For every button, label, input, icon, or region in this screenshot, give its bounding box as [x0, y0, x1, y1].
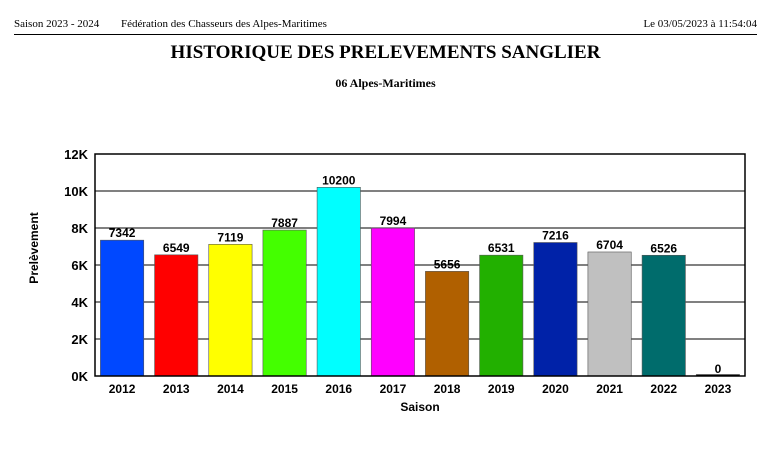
value-label-2015: 7887 — [271, 216, 298, 230]
y-tick-labels: 0K 2K 4K 6K 8K 10K 12K — [64, 147, 88, 384]
bar-2021 — [587, 251, 632, 377]
y-tick-label: 8K — [71, 221, 88, 236]
x-tick-label: 2012 — [109, 382, 136, 396]
chart-title: HISTORIQUE DES PRELEVEMENTS SANGLIER — [170, 42, 601, 63]
x-tick-label: 2015 — [271, 382, 298, 396]
x-tick-label: 2018 — [434, 382, 461, 396]
x-tick-label: 2023 — [705, 382, 732, 396]
x-tick-labels: 2012 2013 2014 2015 2016 2017 2018 2019 2020 2021… — [109, 382, 732, 396]
bar-2015 — [262, 229, 307, 377]
value-label-2014: 7119 — [217, 230, 243, 244]
value-label-2016: 10200 — [322, 173, 356, 187]
x-tick-label: 2019 — [488, 382, 515, 396]
value-label-2012: 7342 — [109, 226, 136, 240]
bar-2022 — [641, 254, 686, 377]
value-label-2020: 7216 — [542, 229, 569, 243]
x-tick-label: 2020 — [542, 382, 569, 396]
y-tick-label: 0K — [71, 369, 88, 384]
x-tick-label: 2016 — [325, 382, 352, 396]
bar-2019 — [479, 254, 524, 377]
bar-2018 — [425, 271, 470, 377]
y-tick-label: 10K — [64, 184, 88, 199]
bar-2016 — [316, 187, 361, 377]
bar-2012 — [100, 239, 145, 377]
value-label-2019: 6531 — [488, 241, 515, 255]
value-label-2018: 5656 — [434, 257, 461, 271]
bar-2020 — [533, 242, 578, 377]
organization-label: Fédération des Chasseurs des Alpes-Marit… — [121, 18, 327, 30]
bar-2017 — [370, 227, 415, 377]
value-labels: 7342 6549 7119 7887 10200 7994 5656 6531 7216 670… — [109, 173, 722, 376]
x-tick-label: 2014 — [217, 382, 244, 396]
value-label-2023: 0 — [715, 362, 722, 376]
chart-subtitle: 06 Alpes-Maritimes — [335, 76, 436, 90]
bar-2013 — [154, 254, 199, 377]
plot-frame — [94, 153, 746, 377]
x-tick-label: 2021 — [596, 382, 623, 396]
value-label-2017: 7994 — [380, 214, 407, 228]
x-tick-label: 2022 — [650, 382, 677, 396]
x-tick-label: 2017 — [380, 382, 407, 396]
y-tick-label: 12K — [64, 147, 88, 162]
value-label-2022: 6526 — [650, 241, 677, 255]
grid-lines — [95, 190, 745, 340]
value-label-2013: 6549 — [163, 241, 190, 255]
bar-2014 — [208, 243, 253, 377]
y-tick-label: 2K — [71, 332, 88, 347]
season-label: Saison 2023 - 2024 — [14, 18, 100, 30]
y-axis-label: Prelèvement — [27, 212, 41, 283]
y-tick-label: 6K — [71, 258, 88, 273]
x-axis-label: Saison — [400, 400, 439, 414]
value-label-2021: 6704 — [596, 238, 623, 252]
x-tick-label: 2013 — [163, 382, 190, 396]
y-tick-label: 4K — [71, 295, 88, 310]
header-divider — [14, 34, 757, 35]
datetime-label: Le 03/05/2023 à 11:54:04 — [643, 18, 757, 30]
bars — [100, 187, 740, 377]
